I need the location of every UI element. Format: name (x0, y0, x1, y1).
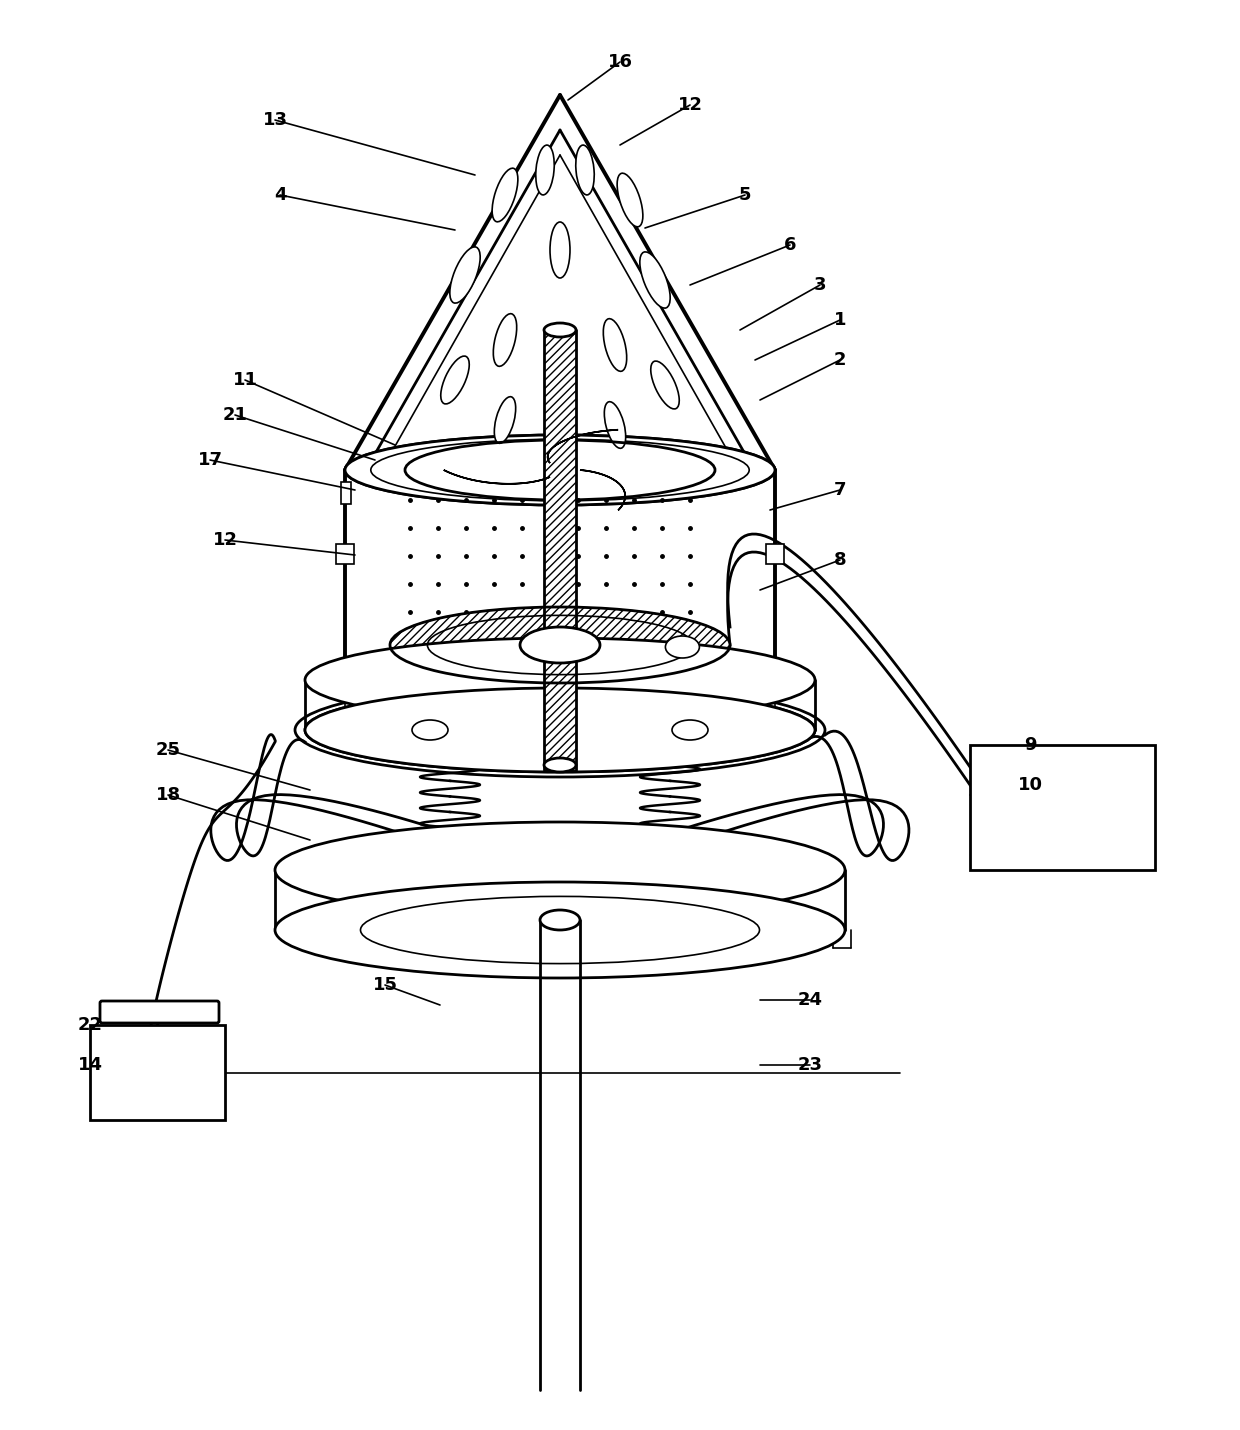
Text: 12: 12 (677, 96, 703, 114)
Ellipse shape (551, 345, 570, 396)
Text: 6: 6 (784, 236, 796, 255)
Bar (91, 1025, 224, 1120)
Ellipse shape (345, 435, 775, 505)
Text: 13: 13 (263, 112, 288, 129)
Ellipse shape (651, 360, 680, 409)
Ellipse shape (412, 719, 448, 739)
Text: 21: 21 (222, 406, 248, 425)
Ellipse shape (672, 719, 708, 739)
Ellipse shape (391, 606, 730, 684)
Text: 5: 5 (739, 186, 751, 204)
Bar (970, 745, 1154, 869)
Polygon shape (548, 430, 618, 463)
Ellipse shape (275, 882, 844, 978)
FancyBboxPatch shape (100, 1001, 219, 1022)
Text: 12: 12 (212, 531, 238, 549)
Ellipse shape (405, 440, 715, 500)
Text: 22: 22 (78, 1015, 103, 1034)
Ellipse shape (640, 252, 670, 307)
Ellipse shape (520, 626, 600, 664)
Ellipse shape (539, 909, 580, 930)
Ellipse shape (345, 435, 775, 505)
Polygon shape (444, 470, 551, 483)
Text: 23: 23 (797, 1055, 822, 1074)
Ellipse shape (604, 319, 626, 372)
Ellipse shape (536, 144, 554, 194)
Ellipse shape (275, 822, 844, 918)
Ellipse shape (666, 636, 699, 658)
Ellipse shape (450, 247, 480, 303)
Bar (766, 543, 784, 563)
Text: 15: 15 (372, 977, 398, 994)
Text: 9: 9 (1024, 736, 1037, 754)
Ellipse shape (305, 688, 815, 772)
Text: 7: 7 (833, 480, 846, 499)
Text: 18: 18 (155, 787, 181, 804)
Ellipse shape (345, 645, 775, 715)
Text: 14: 14 (78, 1055, 103, 1074)
Ellipse shape (544, 323, 577, 337)
Ellipse shape (618, 173, 642, 227)
Text: 25: 25 (155, 741, 181, 759)
Ellipse shape (494, 313, 517, 366)
Ellipse shape (575, 144, 594, 194)
Ellipse shape (305, 638, 815, 722)
Text: 1: 1 (833, 310, 846, 329)
Text: 10: 10 (1018, 776, 1043, 794)
Text: 3: 3 (813, 276, 826, 295)
Ellipse shape (495, 396, 516, 443)
Text: 17: 17 (197, 450, 222, 469)
Ellipse shape (551, 416, 569, 463)
Ellipse shape (440, 356, 469, 403)
Bar (341, 482, 351, 503)
Text: 16: 16 (608, 53, 632, 72)
Ellipse shape (492, 169, 518, 222)
Text: 2: 2 (833, 350, 846, 369)
Ellipse shape (604, 402, 626, 448)
Ellipse shape (544, 758, 577, 772)
Text: 8: 8 (833, 551, 847, 569)
Bar (336, 543, 353, 563)
Text: 24: 24 (797, 991, 822, 1010)
Polygon shape (580, 470, 625, 511)
Text: 11: 11 (233, 370, 258, 389)
Ellipse shape (551, 222, 570, 277)
Polygon shape (544, 330, 577, 769)
Text: 4: 4 (274, 186, 286, 204)
